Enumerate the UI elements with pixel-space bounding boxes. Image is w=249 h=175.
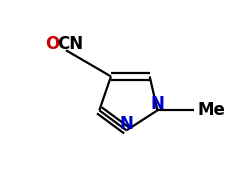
Text: O: O [45, 35, 59, 53]
Text: N: N [120, 115, 133, 133]
Text: N: N [150, 95, 164, 113]
Text: CN: CN [58, 35, 84, 53]
Text: Me: Me [198, 101, 226, 119]
